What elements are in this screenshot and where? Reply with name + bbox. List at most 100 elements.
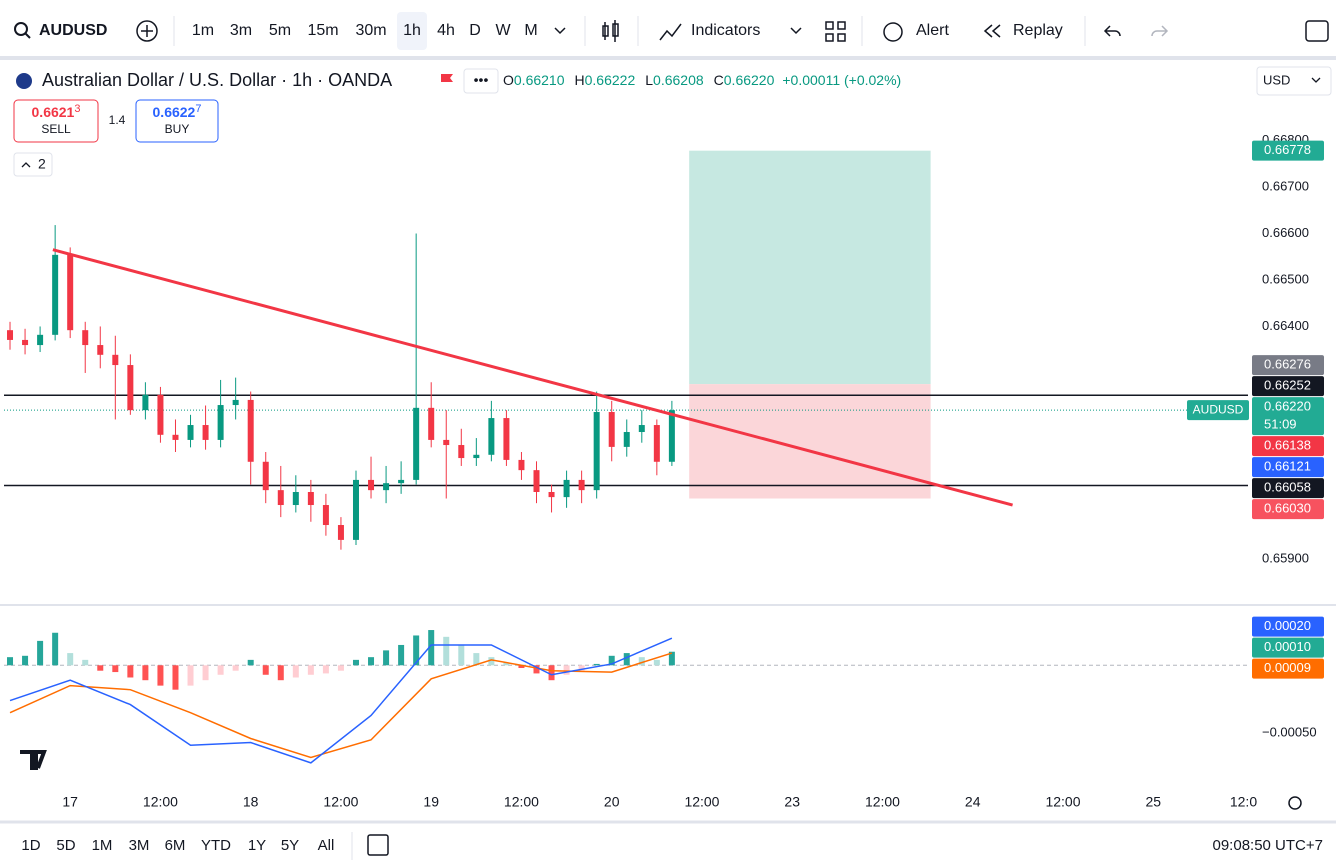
candle-body — [488, 418, 495, 455]
symbol-title[interactable]: Australian Dollar / U.S. Dollar · 1h · O… — [42, 70, 392, 90]
histogram-bar — [563, 665, 570, 675]
histogram-bar — [202, 665, 209, 681]
replay-button[interactable]: Replay — [1013, 22, 1063, 39]
indicators-toggle[interactable] — [13, 152, 53, 177]
x-tick-label: 12:00 — [143, 794, 178, 810]
x-tick-label: 12:00 — [684, 794, 719, 810]
range-button[interactable]: YTD — [201, 837, 231, 854]
range-button[interactable]: 1Y — [248, 837, 266, 854]
histogram-bar — [668, 651, 675, 666]
range-button[interactable]: 3M — [129, 837, 150, 854]
candle-body — [337, 525, 344, 540]
candle-body — [7, 330, 14, 340]
macd-line — [9, 637, 673, 764]
candle-body — [247, 399, 254, 462]
high-value: 0.66222 — [585, 72, 636, 88]
range-button[interactable]: 1M — [92, 837, 113, 854]
symbol[interactable]: AUDUSD — [39, 22, 107, 39]
price-badge — [1252, 457, 1324, 478]
candle-body — [503, 418, 510, 460]
fullscreen[interactable] — [1305, 20, 1329, 42]
interval[interactable]: 3m — [230, 22, 252, 39]
sell-price-pip: 3 — [74, 103, 80, 115]
toolbar: AUDUSD Indicators Alert Replay 1m 3m 5m 15m… — [0, 12, 1336, 60]
interval[interactable]: 30m — [355, 22, 386, 39]
price-badge — [1252, 658, 1324, 679]
candle-body — [187, 425, 194, 440]
range-button[interactable]: 5D — [56, 837, 75, 854]
indicators-dropdown[interactable] — [790, 27, 802, 35]
candle-body — [653, 425, 660, 462]
compare-plus — [141, 25, 153, 37]
currency-select[interactable] — [1256, 66, 1332, 96]
goto-date[interactable] — [367, 834, 389, 856]
range-button[interactable]: 5Y — [281, 837, 299, 854]
candle-body — [112, 354, 119, 366]
interval-dropdown[interactable] — [554, 27, 566, 35]
candle-body — [608, 412, 615, 447]
indicators-button[interactable]: Indicators — [691, 22, 760, 39]
settings-icon[interactable] — [1288, 796, 1302, 810]
candle-body — [623, 432, 630, 447]
histogram-bar — [488, 657, 495, 666]
histogram-bar — [398, 644, 405, 666]
compare-button[interactable] — [136, 20, 158, 42]
histogram-bar — [217, 665, 224, 675]
histogram-bar — [503, 662, 510, 666]
candle-body — [82, 330, 89, 346]
symbol-tag-label: AUDUSD — [1193, 402, 1244, 416]
interval[interactable]: W — [495, 22, 511, 39]
price-badge — [1252, 355, 1324, 376]
histogram-bar — [277, 665, 284, 681]
price-badge — [1252, 140, 1324, 161]
plot: 0.668000.667000.666000.665000.664000.659… — [0, 132, 1336, 810]
redo[interactable] — [1151, 25, 1169, 37]
buy-price: 0.66227 — [153, 103, 202, 120]
sell-button[interactable] — [13, 99, 99, 143]
candle-body — [277, 490, 284, 506]
histogram-bar — [157, 665, 164, 686]
layouts-icon[interactable] — [825, 21, 846, 42]
x-tick-label: 12:0 — [1230, 794, 1257, 810]
interval[interactable]: D — [469, 22, 481, 39]
candle-body — [398, 479, 405, 484]
buy-price-pip: 7 — [195, 103, 201, 115]
price-badge-label: 0.00009 — [1264, 660, 1311, 675]
interval[interactable]: M — [524, 22, 537, 39]
x-tick-label: 12:00 — [323, 794, 358, 810]
spread: 1.4 — [109, 113, 126, 127]
interval[interactable]: 1h — [403, 22, 421, 39]
y-tick-label: −0.00050 — [1262, 725, 1317, 740]
undo[interactable] — [1103, 25, 1121, 37]
currency-dropdown — [1311, 77, 1321, 83]
interval[interactable]: 15m — [307, 22, 338, 39]
price-badge — [1252, 397, 1324, 436]
candle-body — [232, 399, 239, 406]
range-button[interactable]: 1D — [21, 837, 40, 854]
more-button[interactable] — [463, 68, 499, 94]
candle-body — [593, 412, 600, 491]
buy-price-main: 0.6622 — [153, 104, 196, 120]
candle-body — [352, 479, 359, 540]
histogram-bar — [593, 663, 600, 666]
histogram-bar — [22, 655, 29, 666]
interval[interactable]: 5m — [269, 22, 291, 39]
price-badge — [1252, 436, 1324, 457]
interval[interactable]: 1m — [192, 22, 214, 39]
search-icon[interactable] — [14, 22, 28, 36]
histogram-bar — [533, 665, 540, 674]
range-button[interactable]: 6M — [165, 837, 186, 854]
x-tick-label: 17 — [62, 794, 78, 810]
ohlc: O0.66210 H0.66222 L0.66208 C0.66220 +0.00011… — [503, 72, 901, 88]
buy-button[interactable] — [135, 99, 219, 143]
candle-body — [548, 492, 555, 498]
interval[interactable]: 4h — [437, 22, 455, 39]
sell-price: 0.66213 — [32, 103, 81, 120]
range-button[interactable]: All — [318, 837, 335, 854]
x-tick-label: 12:00 — [865, 794, 900, 810]
x-tick-label: 12:00 — [504, 794, 539, 810]
chart-type-icon[interactable] — [602, 20, 619, 42]
price-badge-label: 0.66121 — [1264, 459, 1311, 474]
alert-button[interactable]: Alert — [916, 22, 949, 39]
